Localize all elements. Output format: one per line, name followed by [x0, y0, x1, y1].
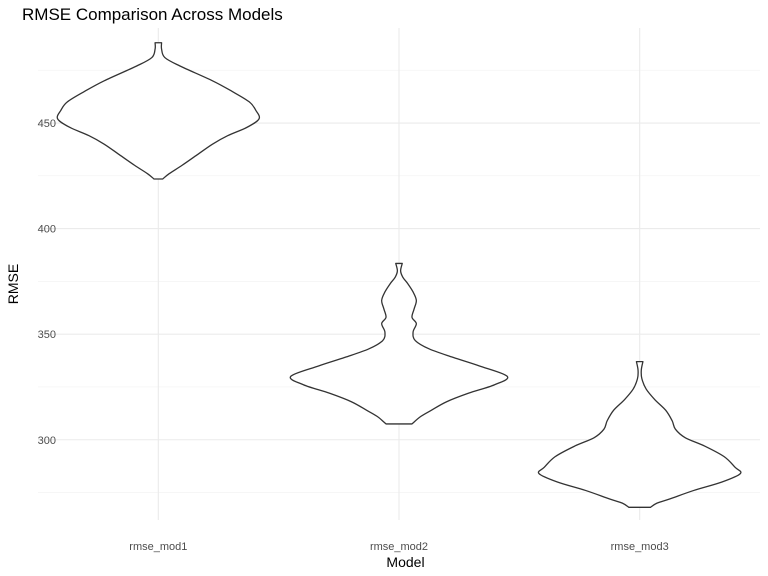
- violin-layer: [56, 42, 742, 508]
- chart-title: RMSE Comparison Across Models: [22, 5, 283, 24]
- y-tick-labels: 300 350 400 450: [38, 118, 56, 447]
- violin-rmse-mod1: [56, 42, 261, 180]
- x-tick-label: rmse_mod1: [129, 541, 187, 553]
- violin-rmse-mod2: [289, 262, 509, 425]
- y-tick-label: 350: [38, 329, 56, 341]
- y-tick-label: 400: [38, 224, 56, 236]
- x-tick-label: rmse_mod2: [370, 541, 428, 553]
- y-axis-title: RMSE: [5, 264, 21, 304]
- x-tick-label: rmse_mod3: [611, 541, 669, 553]
- grid-layer: [38, 28, 760, 520]
- x-axis-title: Model: [386, 554, 424, 570]
- y-tick-label: 300: [38, 435, 56, 447]
- x-tick-labels: rmse_mod1 rmse_mod2 rmse_mod3: [129, 541, 668, 553]
- y-tick-label: 450: [38, 118, 56, 130]
- violin-rmse-mod3: [537, 360, 742, 508]
